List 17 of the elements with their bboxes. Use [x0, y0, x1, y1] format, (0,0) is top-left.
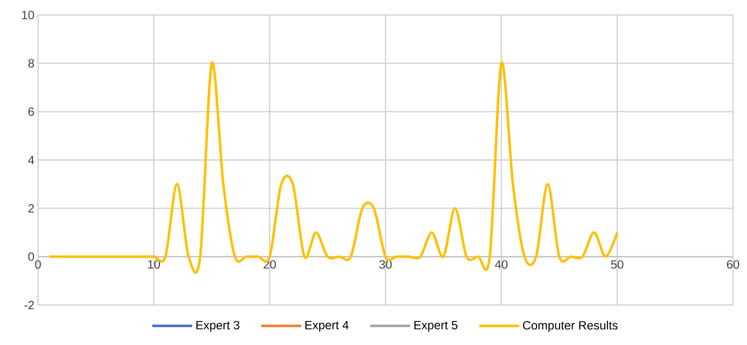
y-tick-label: 8: [28, 59, 34, 68]
x-tick-label: 50: [611, 260, 624, 269]
x-tick-label: 30: [379, 260, 392, 269]
legend-label: Expert 3: [196, 320, 240, 332]
y-tick-label: 4: [28, 156, 34, 164]
y-tick-label: 0: [28, 252, 34, 261]
legend-label: Expert 4: [305, 321, 349, 332]
y-tick-label: 10: [22, 10, 34, 20]
x-tick-label: 40: [494, 260, 508, 269]
x-tick-label: 10: [148, 260, 160, 269]
y-tick-label: 6: [28, 107, 34, 116]
x-tick-label: 60: [726, 260, 740, 269]
y-tick-label: -2: [24, 300, 34, 310]
legend-label: Expert 5: [414, 321, 458, 332]
y-tick-label: 2: [28, 204, 34, 213]
legend-label: Computer Results: [523, 320, 618, 332]
x-tick-label: 0: [35, 260, 41, 269]
